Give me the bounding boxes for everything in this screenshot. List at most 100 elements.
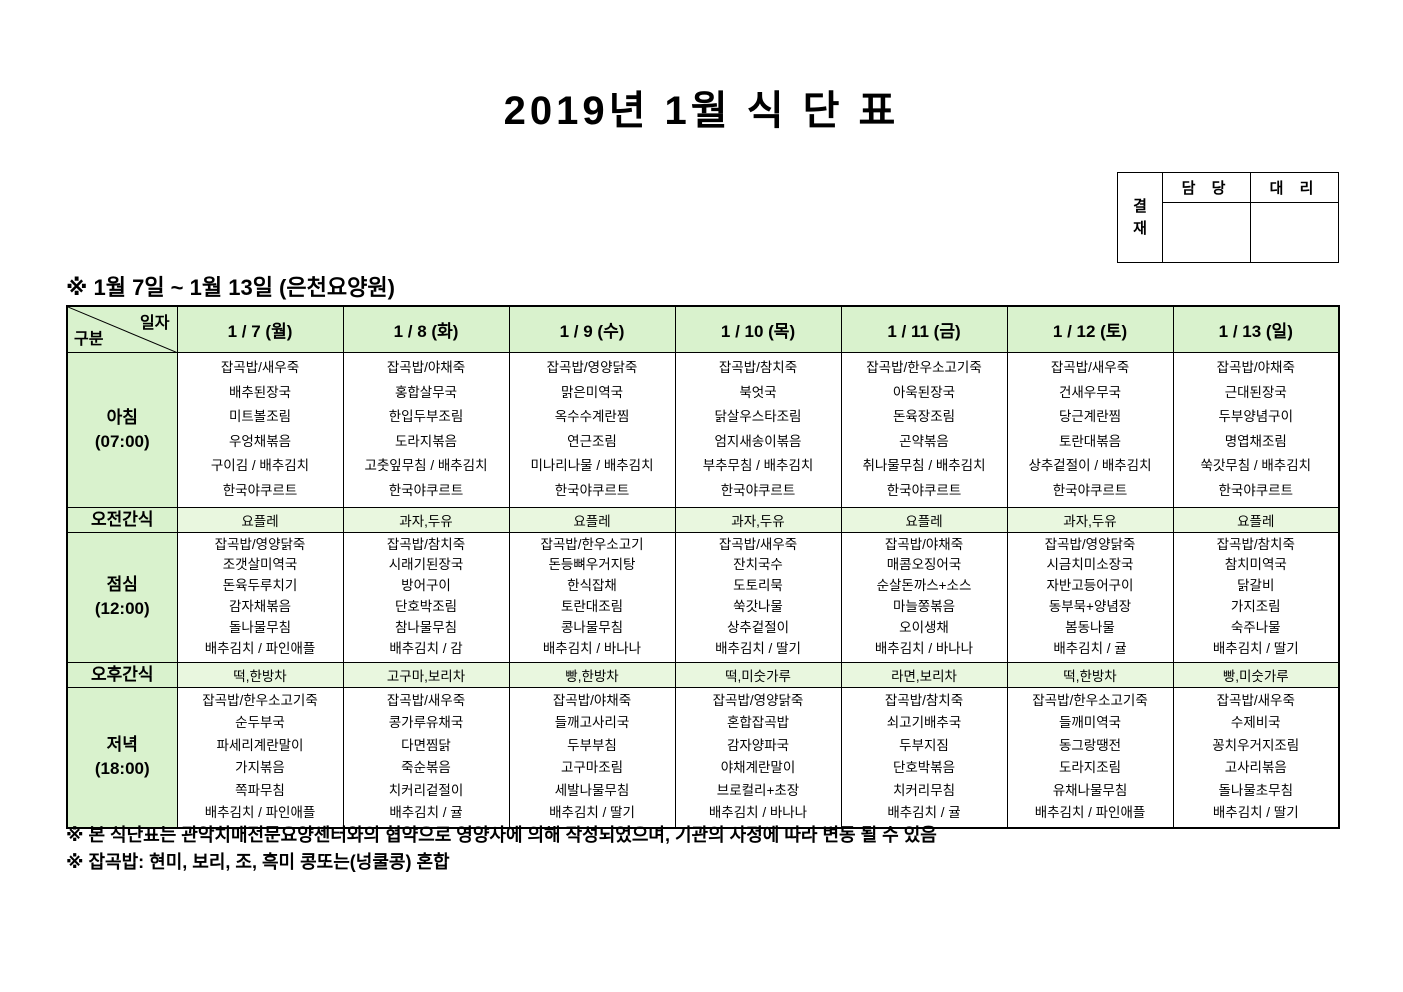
day-header-6: 1 / 12 (토) <box>1006 305 1174 353</box>
menu-item: 쇠고기배추국 <box>886 715 962 731</box>
menu-item: 우엉채볶음 <box>228 433 292 449</box>
menu-item: 돌나물초무침 <box>1218 782 1294 798</box>
approval-sign-cell <box>1162 202 1251 263</box>
row-label-breakfast: 아침 (07:00) <box>66 351 178 508</box>
menu-item: 다면찜닭 <box>401 737 451 753</box>
menu-cell-dinner-day1: 잡곡밥/한우소고기죽 순두부국 파세리계란말이 가지볶음 쪽파무침 배추김치 / 파인애플 <box>176 686 344 829</box>
menu-cell-am-snack-day5: 요플레 <box>840 506 1008 533</box>
approval-sign-cell <box>1250 202 1339 263</box>
menu-item: 부추무침 / 배추김치 <box>702 458 814 473</box>
row-label-pm-snack: 오후간식 <box>66 661 178 688</box>
menu-cell-dinner-day4: 잡곡밥/영양닭죽 혼합잡곡밥 감자양파국 야채계란말이 브로컬리+초장 배추김치 / 바나… <box>674 686 842 829</box>
menu-item: 시래기된장국 <box>388 557 464 573</box>
note-line: ※ 본 식단표는 관악치매전문요양센터와의 협약으로 영양사에 의해 작성되었으… <box>66 825 937 845</box>
corner-label-category: 구분 <box>74 330 104 348</box>
row-label-dinner: 저녁 (18:00) <box>66 686 178 829</box>
menu-item: 한국야쿠르트 <box>388 482 464 498</box>
menu-item: 돈등뼈우거지탕 <box>548 557 636 573</box>
day-header-3: 1 / 9 (수) <box>508 305 676 353</box>
menu-item: 단호박볶음 <box>892 760 956 776</box>
menu-cell-pm-snack-day5: 라면,보리차 <box>840 661 1008 688</box>
menu-item: 쑥갓무침 / 배추김치 <box>1200 458 1312 473</box>
approval-stamp-char-2: 재 <box>1133 219 1147 237</box>
corner-label-date: 일자 <box>140 315 170 332</box>
menu-cell-lunch-day4: 잡곡밥/새우죽 잔치국수 도토리묵 쑥갓나물 상추겉절이 배추김치 / 딸기 <box>674 531 842 663</box>
menu-item: 조갯살미역국 <box>222 557 298 573</box>
menu-item: 배추김치 / 바나나 <box>708 805 808 821</box>
menu-item: 동부묵+양념장 <box>1048 599 1132 614</box>
menu-item: 닭살우스타조림 <box>714 409 802 424</box>
menu-item: 도토리묵 <box>733 578 783 594</box>
menu-item: 배추된장국 <box>228 384 292 400</box>
menu-item: 토란대조림 <box>560 599 624 614</box>
footer-notes: ※ 본 식단표는 관악치매전문요양센터와의 협약으로 영양사에 의해 작성되었으… <box>66 822 937 876</box>
menu-cell-dinner-day3: 잡곡밥/야채죽 들깨고사리국 두부부침 고구마조림 세발나물무침 배추김치 / 딸기 <box>508 686 676 829</box>
menu-item: 한식잡채 <box>567 578 617 594</box>
menu-item: 배추김치 / 귤 <box>887 805 961 821</box>
menu-item: 한국야쿠르트 <box>886 482 962 498</box>
menu-item: 잡곡밥/야채죽 <box>884 536 964 552</box>
menu-item: 가지조림 <box>1230 599 1281 614</box>
menu-cell-am-snack-day3: 요플레 <box>508 506 676 533</box>
menu-item: 잡곡밥/한우소고기 <box>540 536 644 552</box>
menu-item: 도라지조림 <box>1058 760 1122 776</box>
menu-item: 홍합살무국 <box>394 384 458 400</box>
menu-item: 세발나물무침 <box>554 782 630 798</box>
approval-stamp-label: 결 재 <box>1117 172 1163 263</box>
diagonal-divider <box>68 307 175 351</box>
menu-item: 고구마조림 <box>560 760 624 776</box>
menu-item: 혼합잡곡밥 <box>726 715 790 731</box>
menu-item: 치커리겉절이 <box>388 782 464 798</box>
menu-item: 배추김치 / 파인애플 <box>204 805 316 821</box>
menu-item: 고춧잎무침 / 배추김치 <box>364 458 488 473</box>
page-title: 2019년 1월 식 단 표 <box>503 89 900 133</box>
approval-stamp-char-1: 결 <box>1133 197 1147 215</box>
menu-item: 근대된장국 <box>1224 384 1287 400</box>
menu-item: 숙주나물 <box>1230 619 1281 635</box>
menu-item: 동그랑땡전 <box>1058 737 1122 753</box>
meal-time: (18:00) <box>94 759 150 779</box>
menu-item: 참치미역국 <box>1224 557 1287 573</box>
menu-item: 잡곡밥/영양닭죽 <box>546 360 638 375</box>
menu-item: 콩가루유채국 <box>388 715 464 731</box>
menu-item: 배추김치 / 딸기 <box>1212 805 1299 821</box>
menu-item: 잡곡밥/새우죽 <box>1050 360 1130 375</box>
menu-item: 배추김치 / 바나나 <box>874 640 974 656</box>
menu-item: 잡곡밥/한우소고기죽 <box>866 360 982 375</box>
menu-item: 콩나물무침 <box>560 619 624 635</box>
meal-time: (12:00) <box>94 599 150 618</box>
menu-cell-breakfast-day1: 잡곡밥/새우죽 배추된장국 미트볼조림 우엉채볶음 구이김 / 배추김치 한국야쿠르트 <box>176 351 344 508</box>
meal-name: 오후간식 <box>90 664 154 684</box>
menu-item: 토란대볶음 <box>1058 433 1122 449</box>
menu-item: 잡곡밥/새우죽 <box>386 692 466 708</box>
menu-item: 순두부국 <box>235 715 285 731</box>
menu-item: 아욱된장국 <box>892 384 956 400</box>
menu-row-breakfast: 아침 (07:00) 잡곡밥/새우죽 배추된장국 미트볼조림 우엉채볶음 구이김 / 배추김… <box>66 351 1340 508</box>
menu-item: 구이김 / 배추김치 <box>210 458 310 473</box>
corner-cell: 일자 구분 <box>66 305 178 353</box>
menu-item: 취나물무침 / 배추김치 <box>862 458 986 473</box>
menu-cell-dinner-day5: 잡곡밥/참치죽 쇠고기배추국 두부지짐 단호박볶음 치커리무침 배추김치 / 귤 <box>840 686 1008 829</box>
menu-row-lunch: 점심 (12:00) 잡곡밥/영양닭죽 조갯살미역국 돈육두루치기 감자채볶음 돌나물무침 배… <box>66 531 1340 663</box>
menu-row-am-snack: 오전간식 요플레 과자,두유 요플레 과자,두유 요플레 과자,두유 요플레 <box>66 506 1340 533</box>
menu-item: 감자양파국 <box>726 737 790 753</box>
menu-item: 마늘쫑볶음 <box>892 599 956 614</box>
approval-col-daeri: 대 리 <box>1250 172 1339 203</box>
menu-row-pm-snack: 오후간식 떡,한방차 고구마,보리차 빵,한방차 떡,미숫가루 라면,보리차 떡,한방차 빵,… <box>66 661 1340 688</box>
menu-row-dinner: 저녁 (18:00) 잡곡밥/한우소고기죽 순두부국 파세리계란말이 가지볶음 쪽파무침 배추… <box>66 686 1340 829</box>
menu-item: 고사리볶음 <box>1224 760 1287 776</box>
menu-item: 유채나물무침 <box>1052 782 1128 798</box>
menu-cell-pm-snack-day4: 떡,미숫가루 <box>674 661 842 688</box>
menu-item: 한입두부조림 <box>388 409 464 424</box>
menu-item: 곤약볶음 <box>899 433 949 449</box>
menu-cell-pm-snack-day2: 고구마,보리차 <box>342 661 510 688</box>
menu-item: 돌나물무침 <box>228 619 292 635</box>
menu-item: 돈육장조림 <box>892 409 956 424</box>
menu-item: 파세리계란말이 <box>216 737 304 753</box>
menu-item: 잡곡밥/영양닭죽 <box>1044 536 1136 552</box>
menu-item: 북엇국 <box>739 384 777 400</box>
menu-item: 잡곡밥/참치죽 <box>718 360 798 375</box>
menu-item: 돈육두루치기 <box>222 578 298 594</box>
menu-item: 자반고등어구이 <box>1046 578 1134 594</box>
